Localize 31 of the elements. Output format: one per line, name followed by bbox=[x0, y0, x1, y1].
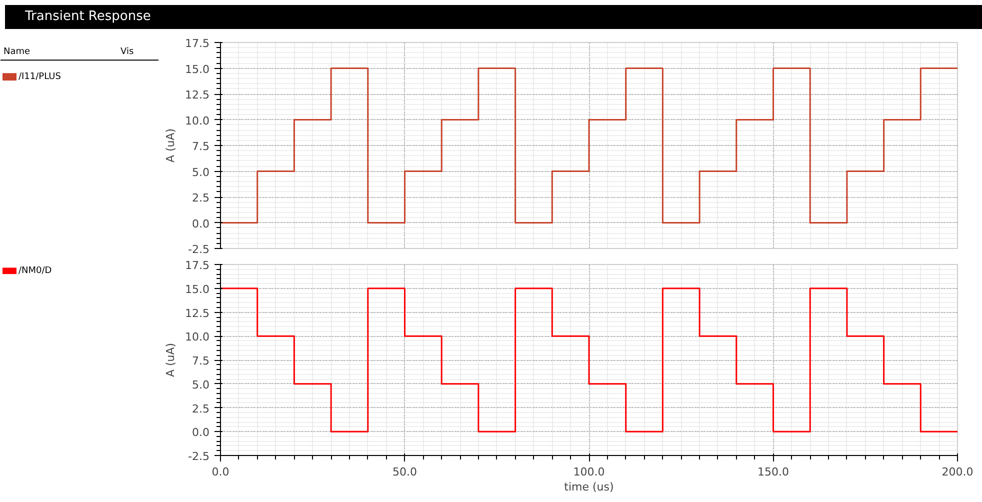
y-tick-label: 2.5 bbox=[192, 402, 210, 416]
y-tick-label: 12.5 bbox=[185, 306, 210, 320]
x-tick-label: 150.0 bbox=[758, 466, 790, 478]
y-tick-label: -2.5 bbox=[188, 450, 210, 463]
y-tick-label: 0.0 bbox=[192, 426, 210, 440]
y-axis-title: A (uA) bbox=[164, 342, 178, 378]
y-tick-label: 0.0 bbox=[192, 217, 210, 230]
y-tick-label: 10.0 bbox=[185, 114, 210, 128]
x-tick-label: 100.0 bbox=[573, 466, 605, 478]
x-tick-label: 0.0 bbox=[212, 466, 230, 478]
y-tick-label: 7.5 bbox=[192, 354, 210, 368]
text: Vis bbox=[120, 46, 134, 57]
y-tick-label: 5.0 bbox=[192, 378, 210, 392]
y-axis-title: A (uA) bbox=[164, 128, 178, 163]
y-tick-label: 5.0 bbox=[192, 166, 210, 179]
y-tick-label: 15.0 bbox=[185, 282, 210, 296]
x-tick-label: 50.0 bbox=[392, 466, 418, 478]
y-tick-label: 12.5 bbox=[185, 88, 210, 102]
y-tick-label: 17.5 bbox=[185, 37, 210, 50]
legend-label: /NM0/D bbox=[18, 266, 52, 276]
y-tick-label: 10.0 bbox=[185, 330, 210, 344]
y-tick-label: 7.5 bbox=[192, 140, 210, 153]
text: Transient Response bbox=[25, 8, 151, 26]
x-axis-title: time (us) bbox=[564, 480, 614, 494]
text: Name bbox=[4, 46, 31, 57]
y-tick-label: 2.5 bbox=[192, 192, 210, 204]
y-tick-label: -2.5 bbox=[188, 243, 210, 256]
y-tick-label: 17.5 bbox=[185, 259, 210, 272]
x-tick-label: 200.0 bbox=[942, 466, 974, 478]
y-tick-label: 15.0 bbox=[185, 62, 210, 76]
legend-label: /I11/PLUS bbox=[18, 72, 62, 82]
